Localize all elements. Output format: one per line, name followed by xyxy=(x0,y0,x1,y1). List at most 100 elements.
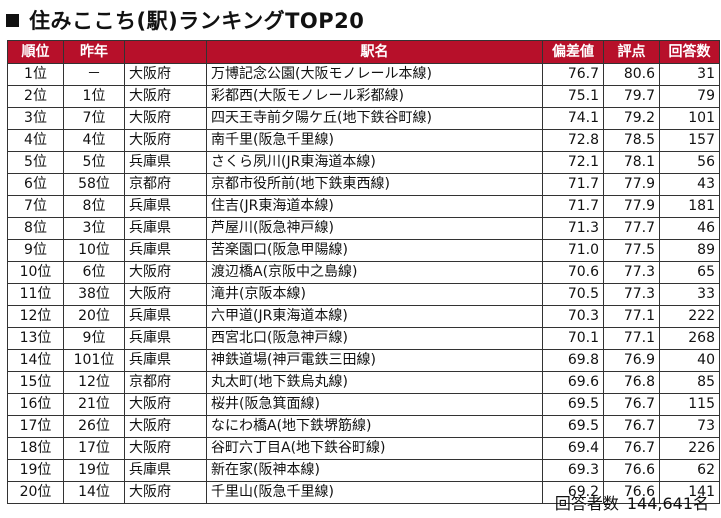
cell-station: 四天王寺前夕陽ケ丘(地下鉄谷町線) xyxy=(206,107,543,130)
cell-station: 渡辺橋A(京阪中之島線) xyxy=(206,261,543,284)
cell-station: 桜井(阪急箕面線) xyxy=(206,393,543,416)
cell-deviation: 71.0 xyxy=(542,239,604,262)
table-row: 15位 12位 京都府 丸太町(地下鉄烏丸線) 69.6 76.8 85 xyxy=(7,371,720,394)
cell-previous-rank: 7位 xyxy=(63,107,125,130)
cell-score: 78.1 xyxy=(603,151,660,174)
cell-rank: 7位 xyxy=(7,195,64,218)
cell-previous-rank: 38位 xyxy=(63,283,125,306)
cell-score: 76.6 xyxy=(603,481,660,504)
cell-deviation: 71.7 xyxy=(542,173,604,196)
cell-station: 万博記念公園(大阪モノレール本線) xyxy=(206,63,543,86)
cell-respondents: 268 xyxy=(659,327,720,350)
cell-rank: 2位 xyxy=(7,85,64,108)
table-row: 6位 58位 京都府 京都市役所前(地下鉄東西線) 71.7 77.9 43 xyxy=(7,173,720,196)
cell-deviation: 70.3 xyxy=(542,305,604,328)
cell-respondents: 33 xyxy=(659,283,720,306)
table-header-row: 順位 昨年 駅名 偏差値 評点 回答数 xyxy=(7,40,720,64)
cell-respondents: 40 xyxy=(659,349,720,372)
cell-previous-rank: 101位 xyxy=(63,349,125,372)
cell-deviation: 71.7 xyxy=(542,195,604,218)
cell-previous-rank: 9位 xyxy=(63,327,125,350)
ranking-table: 順位 昨年 駅名 偏差値 評点 回答数 1位－大阪府 万博記念公園(大阪モノレール… xyxy=(7,40,720,504)
cell-rank: 3位 xyxy=(7,107,64,130)
cell-respondents: 43 xyxy=(659,173,720,196)
cell-deviation: 69.6 xyxy=(542,371,604,394)
cell-rank: 17位 xyxy=(7,415,64,438)
cell-rank: 20位 xyxy=(7,481,64,504)
cell-respondents: 73 xyxy=(659,415,720,438)
table-row: 11位 38位 大阪府 滝井(京阪本線) 70.5 77.3 33 xyxy=(7,283,720,306)
cell-deviation: 72.8 xyxy=(542,129,604,152)
table-row: 8位 3位 兵庫県 芦屋川(阪急神戸線) 71.3 77.7 46 xyxy=(7,217,720,240)
cell-score: 76.6 xyxy=(603,459,660,482)
cell-respondents: 222 xyxy=(659,305,720,328)
cell-deviation: 69.8 xyxy=(542,349,604,372)
cell-previous-rank: 1位 xyxy=(63,85,125,108)
cell-station: 丸太町(地下鉄烏丸線) xyxy=(206,371,543,394)
cell-deviation: 74.1 xyxy=(542,107,604,130)
cell-deviation: 69.2 xyxy=(542,481,604,504)
cell-rank: 18位 xyxy=(7,437,64,460)
cell-previous-rank: 21位 xyxy=(63,393,125,416)
table-row: 7位 8位 兵庫県 住吉(JR東海道本線) 71.7 77.9 181 xyxy=(7,195,720,218)
table-row: 3位 7位 大阪府 四天王寺前夕陽ケ丘(地下鉄谷町線) 74.1 79.2 101 xyxy=(7,107,720,130)
cell-rank: 10位 xyxy=(7,261,64,284)
cell-deviation: 70.1 xyxy=(542,327,604,350)
cell-rank: 1位 xyxy=(7,63,64,86)
table-row: 9位 10位 兵庫県 苦楽園口(阪急甲陽線) 71.0 77.5 89 xyxy=(7,239,720,262)
cell-prefecture: 兵庫県 xyxy=(124,349,207,372)
column-header-station: 駅名 xyxy=(206,40,543,64)
respondent-total-label: 回答者数 xyxy=(554,494,619,513)
cell-prefecture: 大阪府 xyxy=(124,437,207,460)
cell-rank: 16位 xyxy=(7,393,64,416)
column-header-deviation: 偏差値 xyxy=(542,40,604,64)
cell-prefecture: 兵庫県 xyxy=(124,305,207,328)
table-row: 13位 9位 兵庫県 西宮北口(阪急神戸線) 70.1 77.1 268 xyxy=(7,327,720,350)
respondent-total-value: 144,641名 xyxy=(626,494,709,513)
cell-station: 新在家(阪神本線) xyxy=(206,459,543,482)
cell-deviation: 69.5 xyxy=(542,415,604,438)
cell-score: 76.7 xyxy=(603,393,660,416)
table-row: 10位 6位 大阪府 渡辺橋A(京阪中之島線) 70.6 77.3 65 xyxy=(7,261,720,284)
cell-score: 77.3 xyxy=(603,261,660,284)
cell-respondents: 141 xyxy=(659,481,720,504)
cell-deviation: 70.5 xyxy=(542,283,604,306)
table-row: 12位 20位 兵庫県 六甲道(JR東海道本線) 70.3 77.1 222 xyxy=(7,305,720,328)
cell-previous-rank: 19位 xyxy=(63,459,125,482)
cell-station: 彩都西(大阪モノレール彩都線) xyxy=(206,85,543,108)
cell-prefecture: 兵庫県 xyxy=(124,459,207,482)
cell-prefecture: 兵庫県 xyxy=(124,239,207,262)
cell-prefecture: 兵庫県 xyxy=(124,151,207,174)
cell-score: 79.7 xyxy=(603,85,660,108)
cell-score: 76.7 xyxy=(603,437,660,460)
cell-respondents: 115 xyxy=(659,393,720,416)
cell-previous-rank: 8位 xyxy=(63,195,125,218)
cell-deviation: 75.1 xyxy=(542,85,604,108)
cell-respondents: 157 xyxy=(659,129,720,152)
cell-station: 南千里(阪急千里線) xyxy=(206,129,543,152)
cell-deviation: 69.3 xyxy=(542,459,604,482)
cell-prefecture: 兵庫県 xyxy=(124,327,207,350)
table-row: 5位 5位 兵庫県 さくら夙川(JR東海道本線) 72.1 78.1 56 xyxy=(7,151,720,174)
cell-score: 76.7 xyxy=(603,415,660,438)
cell-prefecture: 大阪府 xyxy=(124,85,207,108)
cell-previous-rank: 4位 xyxy=(63,129,125,152)
cell-deviation: 71.3 xyxy=(542,217,604,240)
cell-score: 77.1 xyxy=(603,305,660,328)
cell-prefecture: 大阪府 xyxy=(124,129,207,152)
page-title: 住みここち(駅)ランキングTOP20 xyxy=(6,5,364,35)
cell-rank: 15位 xyxy=(7,371,64,394)
cell-deviation: 76.7 xyxy=(542,63,604,86)
cell-prefecture: 大阪府 xyxy=(124,481,207,504)
cell-respondents: 226 xyxy=(659,437,720,460)
cell-station: なにわ橋A(地下鉄堺筋線) xyxy=(206,415,543,438)
cell-previous-rank: 12位 xyxy=(63,371,125,394)
cell-station: 千里山(阪急千里線) xyxy=(206,481,543,504)
cell-prefecture: 兵庫県 xyxy=(124,195,207,218)
cell-prefecture: 大阪府 xyxy=(124,393,207,416)
cell-deviation: 70.6 xyxy=(542,261,604,284)
cell-previous-rank: 26位 xyxy=(63,415,125,438)
cell-station: さくら夙川(JR東海道本線) xyxy=(206,151,543,174)
cell-respondents: 101 xyxy=(659,107,720,130)
cell-rank: 6位 xyxy=(7,173,64,196)
